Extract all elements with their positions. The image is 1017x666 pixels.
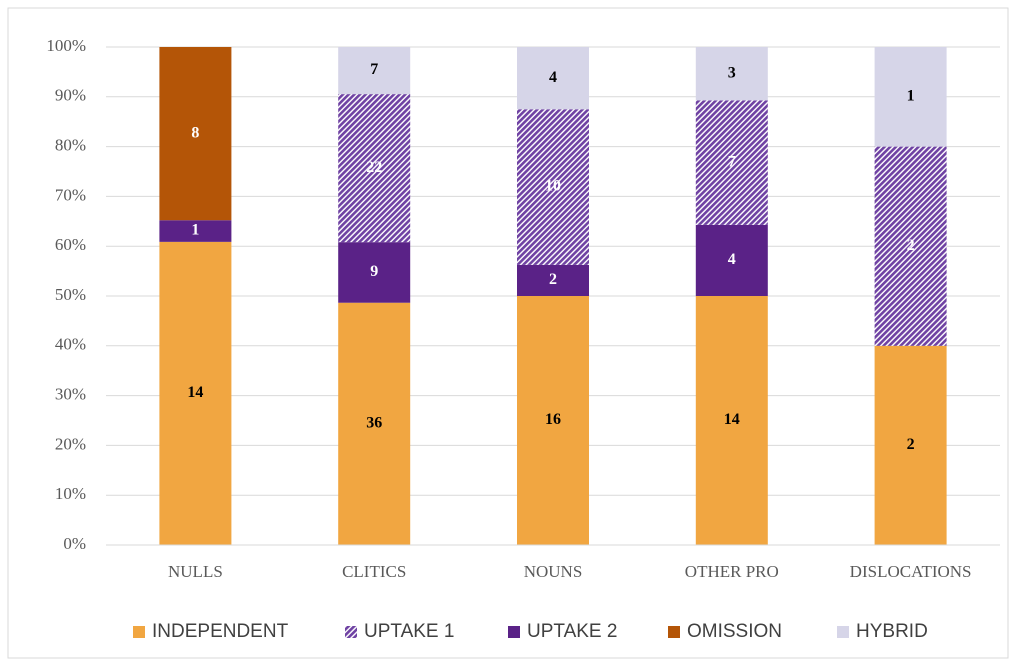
bar-segment <box>874 47 947 147</box>
bar-segment <box>338 242 411 303</box>
legend-marker <box>133 626 145 638</box>
legend-label: UPTAKE 2 <box>527 621 617 642</box>
bar-segment <box>159 47 232 221</box>
x-tick-label: CLITICS <box>342 562 406 581</box>
data-label: 16 <box>545 411 561 428</box>
legend-label: OMISSION <box>687 621 782 642</box>
data-label: 4 <box>549 69 557 86</box>
data-label: 8 <box>191 124 199 141</box>
y-tick-label: 60% <box>55 235 86 254</box>
bar-segment <box>338 302 411 545</box>
data-label: 10 <box>545 178 561 195</box>
bar-segment <box>517 296 589 545</box>
bar-segment <box>695 47 768 101</box>
x-tick-label: OTHER PRO <box>685 562 779 581</box>
legend-label: HYBRID <box>856 621 928 642</box>
bar-segment <box>695 296 768 545</box>
data-label: 14 <box>724 411 740 428</box>
data-label: 2 <box>907 237 915 254</box>
legend-label: INDEPENDENT <box>152 621 289 642</box>
data-label: 3 <box>728 64 736 81</box>
data-label: 4 <box>728 251 736 268</box>
legend-marker <box>668 626 680 638</box>
y-tick-label: 0% <box>63 534 86 553</box>
y-tick-label: 90% <box>55 86 86 105</box>
y-tick-label: 20% <box>55 434 86 453</box>
x-tick-label: NOUNS <box>524 562 583 581</box>
data-label: 2 <box>549 271 557 288</box>
bar-segment <box>517 264 589 296</box>
bar-segment <box>338 94 411 243</box>
y-tick-label: 40% <box>55 335 86 354</box>
data-label: 22 <box>366 159 382 176</box>
legend-marker <box>508 626 520 638</box>
bar-segment <box>338 47 411 95</box>
data-label: 1 <box>191 222 199 239</box>
bar-segment <box>517 47 589 110</box>
bar-segment <box>695 100 768 225</box>
y-tick-label: 10% <box>55 484 86 503</box>
data-label: 7 <box>728 153 736 170</box>
bar-segment <box>159 241 232 545</box>
legend-marker <box>345 626 357 638</box>
data-label: 7 <box>370 61 378 78</box>
data-label: 1 <box>907 87 915 104</box>
data-label: 14 <box>187 384 203 401</box>
bar-segment <box>695 224 768 296</box>
y-tick-label: 100% <box>46 36 86 55</box>
data-label: 36 <box>366 415 382 432</box>
x-tick-label: DISLOCATIONS <box>850 562 972 581</box>
y-tick-label: 80% <box>55 136 86 155</box>
bar-segment <box>874 345 947 545</box>
legend-label: UPTAKE 1 <box>364 621 454 642</box>
legend-marker <box>837 626 849 638</box>
bar-segment <box>159 220 232 242</box>
chart-border <box>7 7 1009 659</box>
data-label: 2 <box>907 436 915 453</box>
y-tick-label: 50% <box>55 285 86 304</box>
x-tick-label: NULLS <box>168 562 223 581</box>
data-label: 9 <box>370 263 378 280</box>
bar-segment <box>874 146 947 346</box>
y-tick-label: 30% <box>55 385 86 404</box>
y-tick-label: 70% <box>55 185 86 204</box>
bar-segment <box>517 109 589 265</box>
